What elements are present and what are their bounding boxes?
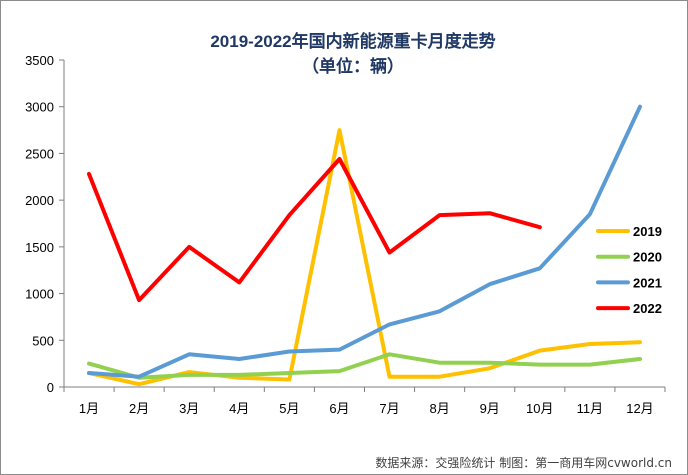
chart-title: 2019-2022年国内新能源重卡月度走势 (210, 31, 495, 51)
y-tick-label: 2000 (25, 193, 54, 208)
x-tick-label: 6月 (329, 401, 349, 416)
y-tick-label: 1000 (25, 287, 54, 302)
x-tick-label: 10月 (526, 401, 553, 416)
x-tick-label: 1月 (79, 401, 99, 416)
data-source-note: 数据来源：交强险统计 制图：第一商用车网cvworld.cn (375, 455, 672, 470)
chart-subtitle: （单位：辆） (302, 56, 404, 76)
x-tick-label: 5月 (279, 401, 299, 416)
y-tick-label: 500 (32, 333, 54, 348)
legend-label-2022: 2022 (633, 301, 662, 316)
y-tick-label: 0 (47, 380, 54, 395)
x-tick-label: 7月 (379, 401, 399, 416)
x-axis-ticks: 1月 2月 3月 4月 5月 6月 7月 8月 9月 10月 11月 12月 (64, 387, 665, 416)
series-lines (89, 107, 640, 385)
x-tick-label: 3月 (179, 401, 199, 416)
y-axis-ticks: 0 500 1000 1500 2000 2500 3000 3500 (25, 53, 64, 395)
x-tick-label: 4月 (229, 401, 249, 416)
series-line-2022 (89, 159, 540, 300)
series-line-2019 (89, 130, 640, 384)
x-tick-label: 2月 (129, 401, 149, 416)
legend-label-2020: 2020 (633, 250, 662, 265)
x-tick-label: 9月 (480, 401, 500, 416)
x-tick-label: 12月 (626, 401, 653, 416)
series-line-2021 (89, 107, 640, 377)
legend-label-2021: 2021 (633, 275, 662, 290)
y-tick-label: 3500 (25, 53, 54, 68)
series-line-2020 (89, 354, 640, 377)
legend-label-2019: 2019 (633, 224, 662, 239)
x-tick-label: 8月 (430, 401, 450, 416)
legend: 2019 2020 2021 2022 (598, 224, 662, 316)
x-tick-label: 11月 (577, 401, 604, 416)
y-tick-label: 1500 (25, 240, 54, 255)
y-tick-label: 3000 (25, 100, 54, 115)
y-tick-label: 2500 (25, 146, 54, 161)
